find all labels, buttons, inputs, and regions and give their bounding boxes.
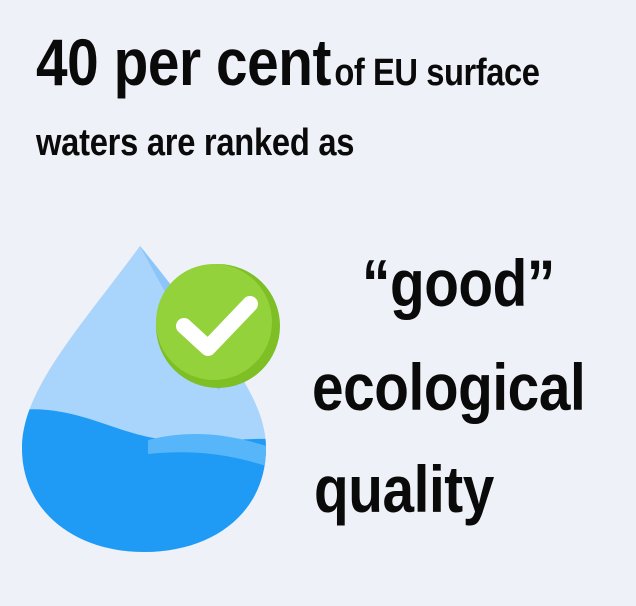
quality-word: quality bbox=[314, 452, 494, 526]
headline-subject: of EU surface bbox=[334, 52, 540, 94]
water-drop-check-icon bbox=[22, 246, 280, 552]
headline-line-2: waters are ranked as bbox=[36, 122, 355, 164]
headline-percentage: 40 per cent bbox=[36, 25, 331, 99]
quality-good: “good” bbox=[362, 246, 555, 320]
headline: 40 per cent of EU surface bbox=[36, 22, 540, 113]
quality-ecological: ecological bbox=[312, 350, 586, 424]
check-mark bbox=[176, 296, 258, 356]
